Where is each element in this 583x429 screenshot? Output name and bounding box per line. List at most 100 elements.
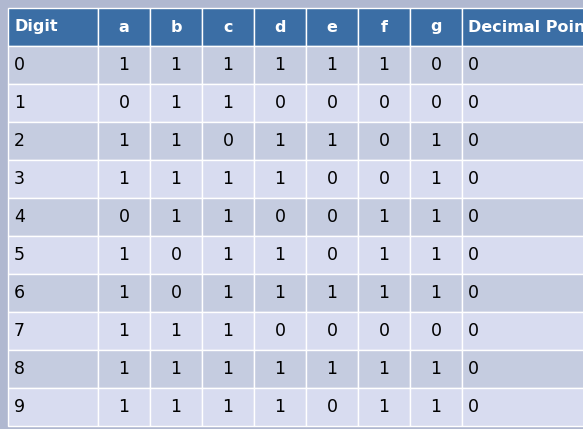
- Text: 0: 0: [118, 94, 129, 112]
- Text: 1: 1: [275, 246, 286, 264]
- Text: 1: 1: [118, 170, 129, 188]
- Text: 1: 1: [170, 208, 181, 226]
- Text: 1: 1: [430, 284, 441, 302]
- Text: 0: 0: [118, 208, 129, 226]
- Text: 0: 0: [14, 56, 25, 74]
- Bar: [358, 8, 410, 46]
- Bar: [254, 312, 306, 350]
- Bar: [462, 236, 583, 274]
- Text: 1: 1: [118, 284, 129, 302]
- Bar: [8, 236, 98, 274]
- Bar: [462, 46, 583, 84]
- Text: 1: 1: [430, 170, 441, 188]
- Bar: [202, 350, 254, 388]
- Bar: [254, 388, 306, 426]
- Bar: [306, 160, 358, 198]
- Text: 1: 1: [170, 170, 181, 188]
- Bar: [202, 198, 254, 236]
- Text: 1: 1: [275, 284, 286, 302]
- Bar: [462, 350, 583, 388]
- Bar: [358, 160, 410, 198]
- Text: 0: 0: [430, 322, 441, 340]
- Bar: [98, 388, 150, 426]
- Bar: [358, 84, 410, 122]
- Text: 1: 1: [170, 56, 181, 74]
- Bar: [410, 46, 462, 84]
- Text: 0: 0: [378, 170, 389, 188]
- Bar: [98, 122, 150, 160]
- Text: 1: 1: [223, 94, 234, 112]
- Bar: [98, 236, 150, 274]
- Bar: [150, 160, 202, 198]
- Bar: [306, 84, 358, 122]
- Bar: [462, 8, 583, 46]
- Bar: [150, 350, 202, 388]
- Bar: [202, 236, 254, 274]
- Bar: [410, 84, 462, 122]
- Text: 0: 0: [326, 94, 338, 112]
- Text: 1: 1: [14, 94, 25, 112]
- Bar: [98, 198, 150, 236]
- Text: 1: 1: [378, 360, 389, 378]
- Text: 0: 0: [468, 132, 479, 150]
- Bar: [150, 274, 202, 312]
- Bar: [306, 122, 358, 160]
- Bar: [358, 312, 410, 350]
- Text: 1: 1: [275, 170, 286, 188]
- Text: 1: 1: [170, 94, 181, 112]
- Bar: [8, 350, 98, 388]
- Bar: [358, 388, 410, 426]
- Text: 0: 0: [275, 94, 286, 112]
- Bar: [254, 198, 306, 236]
- Text: 1: 1: [378, 284, 389, 302]
- Text: 0: 0: [275, 208, 286, 226]
- Text: 4: 4: [14, 208, 25, 226]
- Bar: [150, 236, 202, 274]
- Bar: [8, 274, 98, 312]
- Text: 0: 0: [468, 284, 479, 302]
- Text: 1: 1: [170, 132, 181, 150]
- Bar: [8, 198, 98, 236]
- Text: 0: 0: [326, 246, 338, 264]
- Bar: [306, 350, 358, 388]
- Bar: [462, 84, 583, 122]
- Bar: [202, 312, 254, 350]
- Text: 1: 1: [275, 132, 286, 150]
- Text: 1: 1: [326, 284, 338, 302]
- Bar: [462, 160, 583, 198]
- Bar: [358, 46, 410, 84]
- Bar: [306, 198, 358, 236]
- Text: a: a: [118, 19, 129, 34]
- Text: 1: 1: [430, 208, 441, 226]
- Bar: [358, 350, 410, 388]
- Text: 1: 1: [223, 360, 234, 378]
- Bar: [358, 236, 410, 274]
- Bar: [98, 312, 150, 350]
- Bar: [254, 350, 306, 388]
- Text: 1: 1: [275, 398, 286, 416]
- Text: 8: 8: [14, 360, 25, 378]
- Bar: [150, 388, 202, 426]
- Bar: [358, 198, 410, 236]
- Text: 1: 1: [430, 398, 441, 416]
- Bar: [254, 8, 306, 46]
- Text: 0: 0: [468, 322, 479, 340]
- Bar: [410, 312, 462, 350]
- Bar: [98, 350, 150, 388]
- Bar: [410, 236, 462, 274]
- Bar: [150, 312, 202, 350]
- Bar: [306, 388, 358, 426]
- Text: 0: 0: [275, 322, 286, 340]
- Bar: [462, 274, 583, 312]
- Text: 1: 1: [223, 246, 234, 264]
- Bar: [202, 84, 254, 122]
- Text: c: c: [223, 19, 233, 34]
- Bar: [150, 46, 202, 84]
- Bar: [254, 122, 306, 160]
- Bar: [98, 84, 150, 122]
- Bar: [150, 122, 202, 160]
- Text: 0: 0: [468, 398, 479, 416]
- Bar: [98, 8, 150, 46]
- Text: d: d: [274, 19, 286, 34]
- Text: 0: 0: [378, 132, 389, 150]
